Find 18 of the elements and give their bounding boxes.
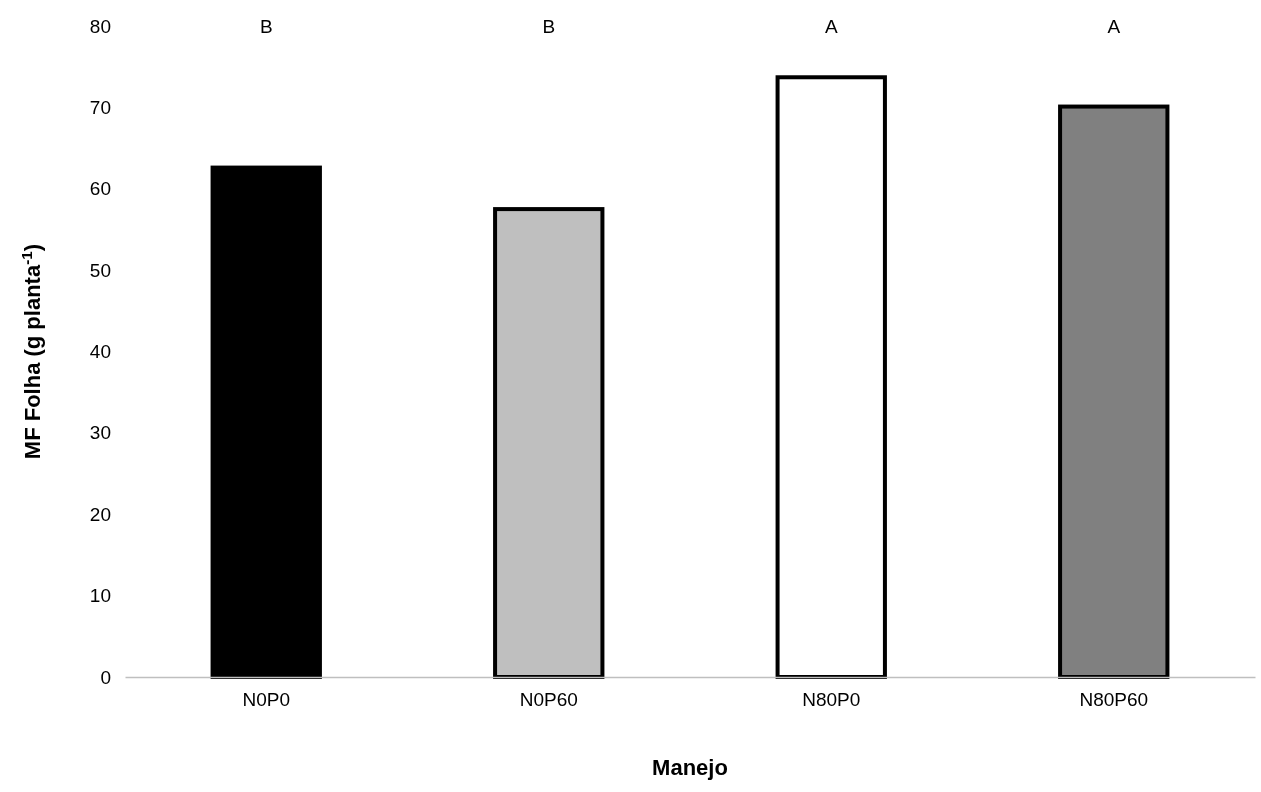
annotation: B <box>259 16 273 37</box>
annotation: A <box>1107 16 1121 37</box>
y-tick-label: 50 <box>89 259 111 281</box>
y-tick-label: 20 <box>89 503 111 525</box>
y-tick-label: 30 <box>89 422 111 444</box>
y-tick-label: 0 <box>100 666 111 688</box>
x-axis-title: Manejo <box>652 755 728 780</box>
x-tick-label: N0P0 <box>242 689 291 711</box>
x-tick-label: N0P60 <box>519 689 578 711</box>
annotation: B <box>542 16 556 37</box>
y-tick-label: 10 <box>89 585 111 607</box>
y-tick-label: 60 <box>89 178 111 200</box>
x-tick-label: N80P0 <box>802 689 861 711</box>
x-tick-label: N80P60 <box>1079 689 1149 711</box>
y-tick-label: 80 <box>89 15 111 37</box>
y-tick-label: 70 <box>89 96 111 118</box>
annotation: A <box>824 16 838 37</box>
y-tick-label: 40 <box>89 341 111 363</box>
